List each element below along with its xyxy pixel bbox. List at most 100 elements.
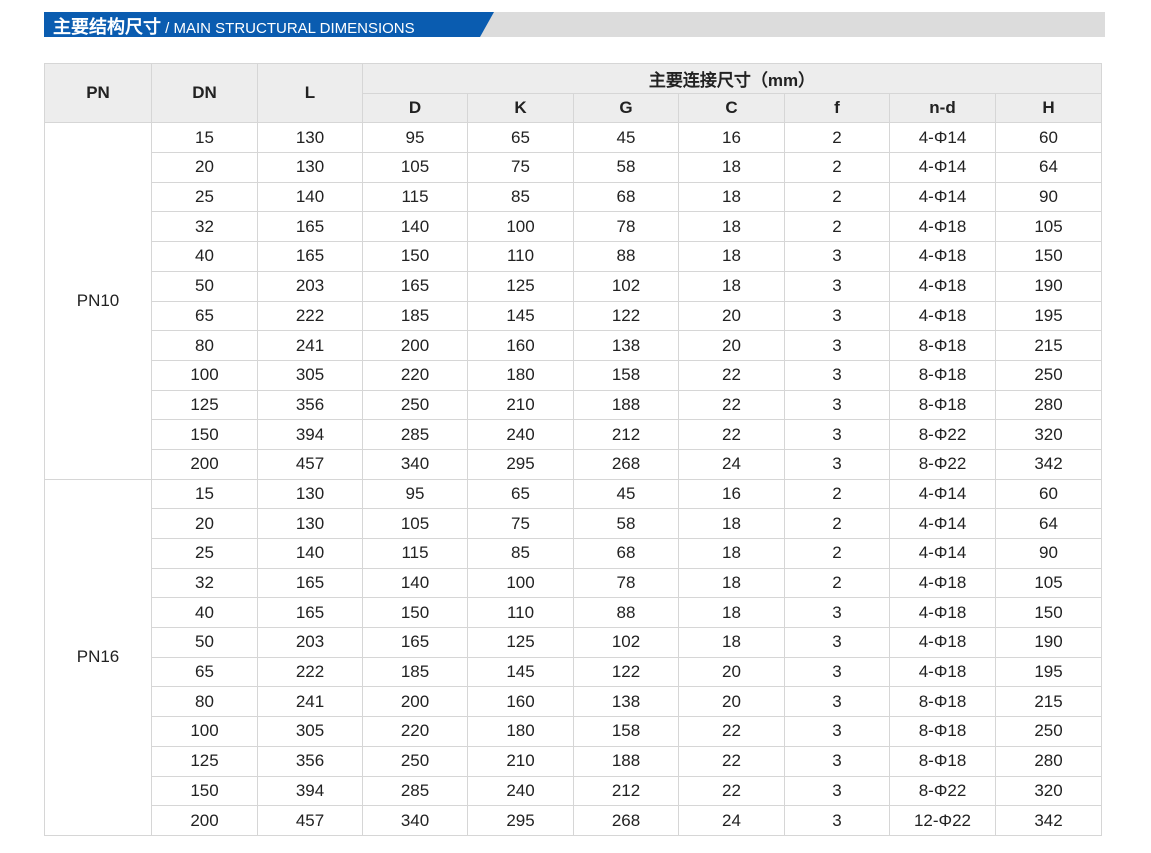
table-cell: 18: [678, 627, 785, 658]
table-cell: 15: [151, 122, 258, 154]
table-cell: 115: [362, 538, 468, 569]
table-row: 20 130 105 75 58 18 2 4-Φ14 64: [45, 508, 1102, 539]
table-cell: 20: [678, 686, 785, 718]
table-cell: 125: [151, 745, 258, 777]
table-cell: 185: [362, 656, 468, 688]
table-cell: 22: [678, 389, 785, 421]
table-cell: 25: [151, 181, 258, 213]
table-cell: 22: [678, 359, 785, 391]
table-cell: 45: [573, 122, 679, 154]
table-cell: 18: [678, 270, 785, 302]
table-cell: 105: [362, 152, 468, 183]
header-sub: D: [362, 92, 468, 124]
table-cell: 65: [151, 300, 258, 332]
table-cell: 140: [257, 181, 363, 213]
header-sub: f: [784, 92, 890, 124]
table-cell: 295: [467, 805, 574, 836]
table-cell: 2: [784, 211, 890, 243]
table-cell: 18: [678, 241, 785, 272]
header-pn: PN: [44, 62, 152, 124]
table-cell: 158: [573, 359, 679, 391]
table-cell: 165: [257, 211, 363, 243]
table-cell: 85: [467, 181, 574, 213]
table-cell: 8-Φ18: [889, 686, 996, 718]
table-row: PN16 15 130 95 65 45 16 2 4-Φ14 60: [44, 478, 1102, 836]
table-cell: 95: [362, 122, 468, 154]
table-cell: 18: [678, 508, 785, 539]
table-cell: 60: [995, 478, 1102, 510]
table-cell: 4-Φ18: [889, 597, 996, 629]
table-cell: 295: [467, 448, 574, 480]
table-row: PN10 15 130 95 65 45 16 2 4-Φ14 60: [44, 122, 1102, 480]
table-cell: 4-Φ18: [889, 300, 996, 332]
table-cell: 220: [362, 716, 468, 747]
table-row: 25 140 115 85 68 18 2 4-Φ14 90: [45, 538, 1102, 569]
table-cell: 140: [362, 567, 468, 599]
table-cell: 130: [257, 478, 363, 510]
table-cell: 250: [995, 716, 1102, 747]
table-cell: 3: [784, 656, 890, 688]
table-cell: 130: [257, 508, 363, 539]
table-cell: 32: [151, 567, 258, 599]
table-cell: 190: [995, 270, 1102, 302]
table-cell: 3: [784, 300, 890, 332]
table-cell: 222: [257, 656, 363, 688]
section-title-en: / MAIN STRUCTURAL DIMENSIONS: [161, 20, 415, 37]
table-row: 40 165 150 110 88 18 3 4-Φ18 150: [45, 597, 1102, 629]
table-cell: 18: [678, 567, 785, 599]
table-cell: 3: [784, 686, 890, 718]
table-cell: 65: [467, 122, 574, 154]
table-cell: 190: [995, 627, 1102, 658]
table-cell: 80: [151, 330, 258, 361]
table-cell: 125: [151, 389, 258, 421]
table-cell: 3: [784, 241, 890, 272]
table-cell: 75: [467, 152, 574, 183]
table-cell: 158: [573, 716, 679, 747]
table-cell: 60: [995, 122, 1102, 154]
table-cell: 3: [784, 716, 890, 747]
table-cell: 2: [784, 181, 890, 213]
table-cell: 200: [151, 805, 258, 836]
table-cell: 280: [995, 745, 1102, 777]
table-cell: 200: [362, 686, 468, 718]
table-cell: 140: [257, 538, 363, 569]
table-cell: 320: [995, 419, 1102, 450]
table-cell: 45: [573, 478, 679, 510]
table-cell: 40: [151, 241, 258, 272]
table-cell: 320: [995, 775, 1102, 807]
table-cell: 122: [573, 300, 679, 332]
table-cell: 2: [784, 567, 890, 599]
table-cell: 8-Φ18: [889, 330, 996, 361]
table-cell: 3: [784, 775, 890, 807]
table-cell: 203: [257, 627, 363, 658]
table-row: 50 203 165 125 102 18 3 4-Φ18 190: [45, 270, 1102, 302]
table-cell: 16: [678, 478, 785, 510]
table-cell: 100: [467, 211, 574, 243]
header-sub: C: [678, 92, 785, 124]
table-cell: 105: [362, 508, 468, 539]
table-cell: 4-Φ18: [889, 241, 996, 272]
table-cell: 394: [257, 419, 363, 450]
table-cell: 160: [467, 330, 574, 361]
table-cell: 394: [257, 775, 363, 807]
table-cell: 90: [995, 181, 1102, 213]
table-cell: 145: [467, 300, 574, 332]
table-row: 200 457 340 295 268 24 3 8-Φ22 342: [45, 448, 1102, 480]
table-cell: 90: [995, 538, 1102, 569]
table-cell: 22: [678, 716, 785, 747]
table-cell: 20: [678, 656, 785, 688]
table-cell: 8-Φ18: [889, 745, 996, 777]
table-cell: 212: [573, 775, 679, 807]
table-cell: 8-Φ18: [889, 389, 996, 421]
table-cell: 22: [678, 775, 785, 807]
table-cell: 88: [573, 241, 679, 272]
table-row: 25 140 115 85 68 18 2 4-Φ14 90: [45, 181, 1102, 213]
table-cell: 8-Φ22: [889, 448, 996, 480]
table-cell: 68: [573, 181, 679, 213]
table-cell: 12-Φ22: [889, 805, 996, 836]
table-cell: 165: [257, 567, 363, 599]
table-cell: 64: [995, 508, 1102, 539]
table-cell: 105: [995, 567, 1102, 599]
table-cell: 8-Φ22: [889, 419, 996, 450]
table-cell: 268: [573, 805, 679, 836]
